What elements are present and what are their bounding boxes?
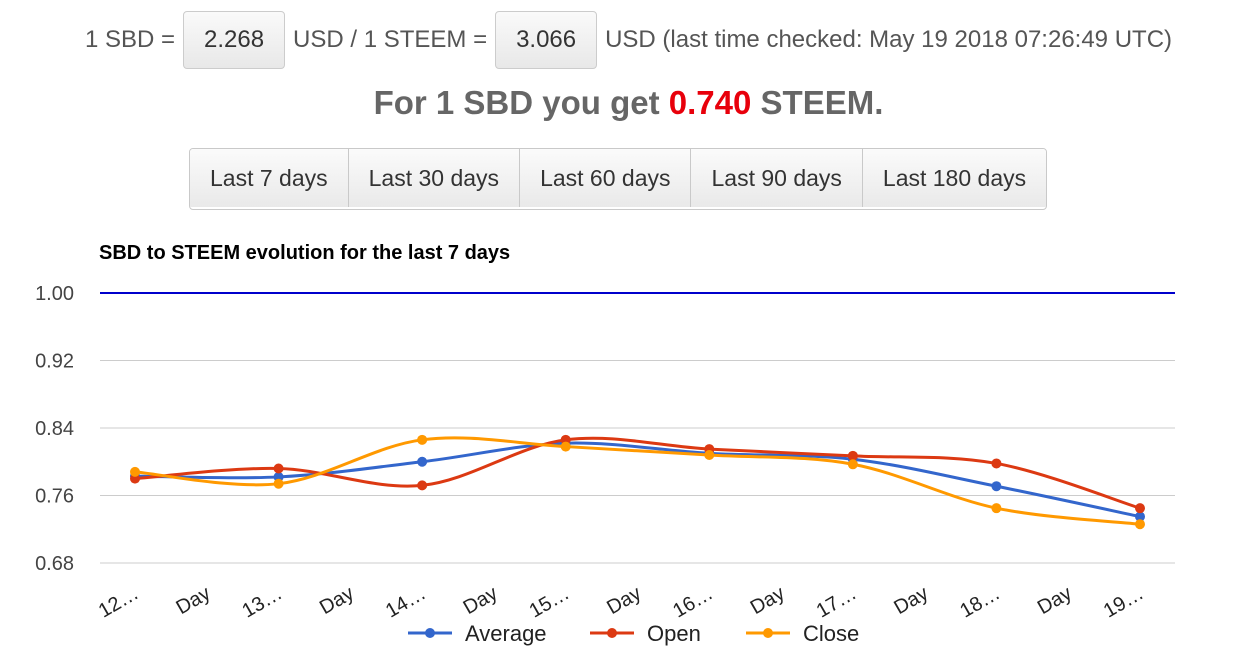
period-selector: Last 7 days Last 30 days Last 60 days La… — [189, 148, 1048, 210]
legend-label-open: Open — [647, 621, 701, 646]
x-tick-label: 12… — [95, 582, 143, 622]
y-axis-ticks: 1.00 0.92 0.84 0.76 0.68 — [35, 283, 74, 575]
data-point-close — [704, 450, 715, 460]
y-tick-label: 0.92 — [35, 351, 74, 373]
headline-before: For 1 SBD you get — [373, 84, 660, 121]
x-tick-label: Day — [172, 582, 214, 619]
sbd-usd-value: 2.268 — [183, 11, 286, 69]
headline-after: STEEM. — [760, 84, 884, 121]
x-tick-label: 18… — [956, 582, 1004, 622]
x-tick-label: Day — [1034, 582, 1076, 619]
rate-mid: USD / 1 STEEM = — [293, 26, 488, 53]
x-tick-label: 15… — [526, 582, 574, 622]
y-tick-label: 0.68 — [35, 553, 74, 575]
series-line-open — [134, 436, 1141, 510]
rate-suffix: USD (last time checked: May 19 2018 07:2… — [605, 26, 1173, 53]
data-point-close — [273, 478, 284, 489]
data-point-average — [991, 481, 1002, 492]
data-point-open — [1135, 503, 1145, 514]
x-tick-label: 13… — [238, 582, 286, 622]
y-tick-label: 0.76 — [35, 486, 74, 508]
steem-usd-value: 3.066 — [495, 11, 598, 69]
data-point-open — [273, 463, 284, 474]
period-7-days-button[interactable]: Last 7 days — [190, 149, 348, 207]
x-tick-label: 19… — [1100, 582, 1148, 622]
rate-line: 1 SBD = 2.268 USD / 1 STEEM = 3.066 USD … — [0, 10, 1257, 70]
legend-marker-average — [425, 628, 435, 638]
headline-ratio: 0.740 — [668, 84, 752, 121]
x-tick-label: Day — [747, 582, 789, 619]
x-tick-label: 14… — [382, 582, 430, 622]
data-point-close — [130, 466, 140, 477]
x-axis-ticks: 12… Day 13… Day 14… Day 15… Day 16… Day 17… Day 18… D… — [95, 582, 1148, 622]
legend-marker-close — [763, 628, 773, 638]
data-point-close — [560, 441, 571, 452]
y-tick-label: 1.00 — [35, 283, 74, 305]
data-point-open — [417, 480, 428, 491]
x-tick-label: Day — [890, 582, 932, 619]
x-tick-label: Day — [603, 582, 645, 619]
data-point-average — [1135, 511, 1145, 522]
period-180-days-button[interactable]: Last 180 days — [861, 149, 1047, 207]
series-line-close — [134, 436, 1141, 526]
y-tick-label: 0.84 — [35, 418, 74, 440]
period-30-days-button[interactable]: Last 30 days — [347, 149, 520, 207]
legend-label-average: Average — [465, 621, 547, 646]
data-point-open — [847, 450, 858, 461]
chart-title: SBD to STEEM evolution for the last 7 da… — [99, 242, 510, 264]
period-60-days-button[interactable]: Last 60 days — [519, 149, 691, 207]
x-tick-label: 17… — [813, 582, 861, 622]
conversion-headline: For 1 SBD you get 0.740 STEEM. — [0, 84, 1257, 122]
series-layer — [130, 434, 1145, 530]
data-point-close — [847, 459, 858, 470]
rate-prefix: 1 SBD = — [84, 26, 176, 53]
legend: Average Open Close — [408, 621, 859, 646]
x-tick-label: Day — [460, 582, 502, 619]
grid-layer — [100, 292, 1175, 564]
data-point-close — [417, 434, 428, 445]
data-point-close — [1135, 519, 1145, 530]
legend-label-close: Close — [803, 621, 859, 646]
data-point-open — [991, 458, 1002, 469]
data-point-average — [417, 456, 428, 467]
period-90-days-button[interactable]: Last 90 days — [690, 149, 862, 207]
sbd-steem-line-chart: SBD to STEEM evolution for the last 7 da… — [35, 242, 1175, 646]
legend-marker-open — [607, 628, 617, 638]
data-point-close — [991, 503, 1002, 514]
x-tick-label: Day — [316, 582, 358, 619]
x-tick-label: 16… — [669, 582, 717, 622]
series-line-average — [134, 441, 1141, 519]
